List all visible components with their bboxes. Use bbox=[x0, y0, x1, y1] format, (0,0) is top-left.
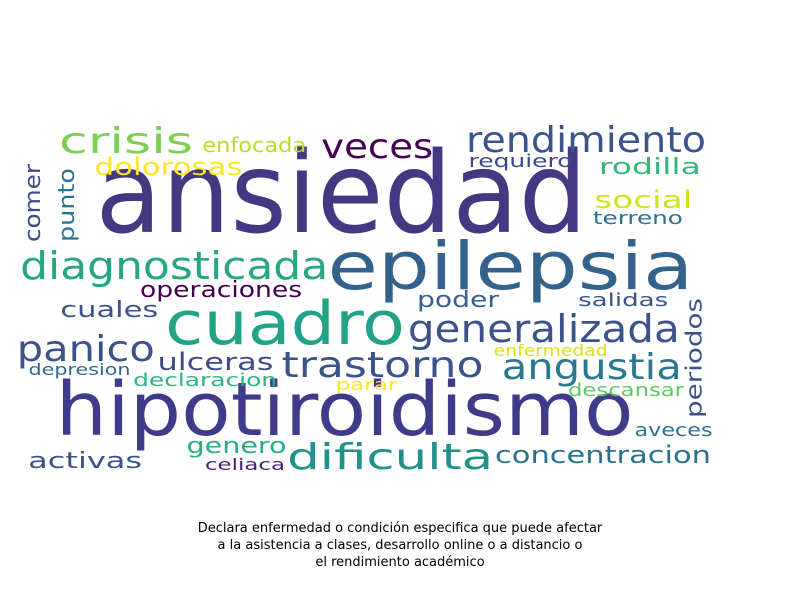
word-dolorosas: dolorosas bbox=[94, 153, 244, 181]
word-cuales: cuales bbox=[60, 298, 158, 323]
word-social: social bbox=[593, 186, 693, 214]
word-panico: panico bbox=[17, 329, 155, 370]
word-dificulta: dificulta bbox=[287, 437, 493, 478]
word-celiaca: celiaca bbox=[205, 455, 285, 474]
word-enfermedad: enfermedad bbox=[494, 341, 608, 360]
word-requiero: requiero bbox=[469, 151, 573, 172]
word-diagnosticada: diagnosticada bbox=[19, 244, 329, 288]
word-crisis: crisis bbox=[58, 121, 194, 162]
word-concentracion: concentracion bbox=[495, 441, 711, 469]
caption-line-2: a la asistencia a clases, desarrollo onl… bbox=[217, 538, 583, 553]
word-aveces: aveces bbox=[634, 420, 713, 441]
word-epilepsia: epilepsia bbox=[327, 228, 693, 305]
word-poder: poder bbox=[416, 288, 500, 313]
word-hipotiroidismo: hipotiroidismo bbox=[55, 367, 634, 453]
caption: Declara enfermedad o condición especific… bbox=[100, 520, 700, 571]
word-angustia: angustia bbox=[501, 347, 683, 388]
caption-line-1: Declara enfermedad o condición especific… bbox=[197, 521, 603, 536]
caption-line-3: el rendimiento académico bbox=[315, 555, 485, 570]
word-ulceras: ulceras bbox=[156, 348, 274, 376]
word-declaracion: declaracion bbox=[133, 370, 277, 391]
word-enfocada: enfocada bbox=[201, 133, 307, 157]
word-descansar: descansar bbox=[568, 380, 684, 401]
word-veces: veces bbox=[320, 127, 434, 167]
word-comer: comer bbox=[21, 164, 47, 242]
word-terreno: terreno bbox=[593, 208, 683, 229]
word-salidas: salidas bbox=[577, 290, 669, 311]
word-ansiedad: ansiedad bbox=[94, 129, 588, 259]
word-generalizada: generalizada bbox=[408, 307, 680, 351]
word-activas: activas bbox=[28, 449, 142, 474]
word-operaciones: operaciones bbox=[139, 278, 302, 303]
word-punto: punto bbox=[55, 168, 80, 242]
word-periodos: periodos bbox=[682, 297, 708, 419]
word-cuadro: cuadro bbox=[165, 289, 405, 359]
word-genero: genero bbox=[185, 434, 287, 459]
word-trastorno: trastorno bbox=[280, 345, 483, 386]
word-rodilla: rodilla bbox=[599, 155, 701, 180]
word-parar: parar bbox=[335, 375, 397, 394]
word-rendimiento: rendimiento bbox=[465, 120, 707, 161]
word-depresion: depresion bbox=[28, 360, 130, 379]
